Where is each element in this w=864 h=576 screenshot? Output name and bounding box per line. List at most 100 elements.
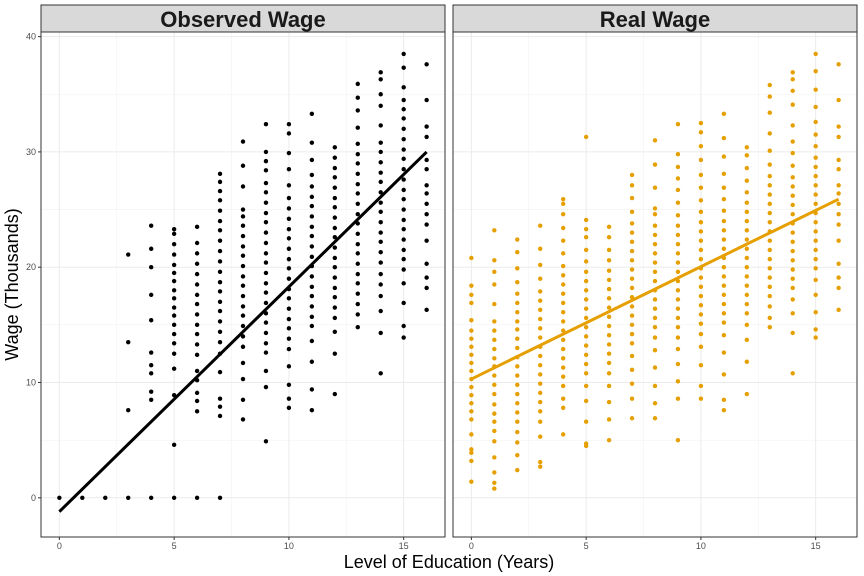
data-point bbox=[263, 368, 269, 374]
gridlines-observed bbox=[41, 32, 445, 537]
data-point bbox=[492, 373, 497, 378]
plot-border-observed bbox=[40, 31, 446, 538]
data-point bbox=[813, 277, 818, 283]
data-point bbox=[698, 321, 704, 326]
data-point bbox=[355, 251, 360, 256]
data-point bbox=[583, 334, 589, 339]
data-point bbox=[148, 371, 154, 376]
data-point bbox=[332, 185, 338, 190]
data-point bbox=[286, 206, 292, 211]
data-point bbox=[698, 172, 704, 178]
data-point bbox=[332, 175, 338, 180]
data-point bbox=[217, 396, 223, 401]
data-point bbox=[309, 214, 315, 219]
data-point bbox=[171, 366, 177, 371]
data-point bbox=[790, 77, 795, 82]
data-point bbox=[767, 256, 772, 262]
data-point bbox=[309, 233, 315, 239]
data-point bbox=[560, 196, 566, 202]
data-point bbox=[286, 296, 292, 301]
data-point bbox=[813, 266, 818, 271]
data-point bbox=[675, 379, 681, 384]
data-point bbox=[560, 291, 566, 296]
data-point bbox=[515, 391, 520, 397]
data-point bbox=[652, 278, 658, 284]
data-point bbox=[424, 134, 429, 140]
panel-title-observed-wage: Observed Wage bbox=[160, 7, 325, 32]
panel-real-wage: Real Wage 0 5 10 15 bbox=[452, 4, 858, 551]
data-point bbox=[652, 211, 658, 217]
data-point bbox=[813, 143, 818, 149]
data-point bbox=[355, 141, 360, 147]
data-point bbox=[515, 364, 520, 369]
data-point bbox=[560, 211, 566, 217]
data-point bbox=[332, 235, 338, 240]
data-point bbox=[606, 305, 612, 310]
data-point bbox=[355, 211, 360, 217]
data-point bbox=[492, 228, 497, 233]
data-point bbox=[583, 419, 589, 424]
data-point bbox=[675, 122, 681, 127]
data-point bbox=[217, 259, 223, 264]
data-point bbox=[240, 313, 246, 318]
data-point bbox=[836, 238, 841, 243]
data-point bbox=[583, 269, 589, 275]
data-point bbox=[355, 281, 360, 286]
data-point bbox=[171, 262, 177, 268]
data-point bbox=[629, 416, 635, 421]
data-point bbox=[286, 336, 292, 341]
data-point bbox=[378, 293, 383, 299]
x-ticks-real: 0 5 10 15 bbox=[469, 537, 821, 551]
data-point bbox=[583, 324, 589, 330]
data-point bbox=[240, 344, 246, 349]
data-point bbox=[469, 401, 474, 406]
data-point bbox=[515, 429, 520, 435]
data-point bbox=[790, 123, 795, 128]
data-point bbox=[813, 173, 818, 179]
data-point bbox=[194, 251, 200, 256]
data-point bbox=[629, 353, 635, 359]
data-point bbox=[675, 200, 681, 205]
data-point bbox=[515, 452, 520, 458]
data-point bbox=[698, 383, 704, 389]
data-point bbox=[148, 350, 154, 355]
data-point bbox=[263, 200, 269, 205]
data-point bbox=[698, 143, 704, 149]
data-point bbox=[836, 201, 841, 206]
data-point bbox=[240, 417, 246, 422]
x-tick-label: 5 bbox=[172, 541, 177, 551]
data-point bbox=[583, 398, 589, 404]
data-point bbox=[401, 147, 406, 152]
data-point bbox=[813, 132, 818, 137]
data-point bbox=[790, 163, 795, 168]
data-point bbox=[836, 157, 841, 163]
data-point bbox=[538, 326, 543, 331]
data-point bbox=[469, 300, 474, 306]
data-point bbox=[217, 329, 223, 334]
data-point bbox=[583, 315, 589, 321]
data-point bbox=[836, 307, 841, 313]
data-point bbox=[286, 246, 292, 251]
data-point bbox=[744, 228, 750, 233]
data-point bbox=[171, 252, 177, 257]
data-point bbox=[675, 260, 681, 265]
data-point bbox=[492, 428, 497, 434]
data-point bbox=[790, 267, 795, 272]
data-point bbox=[629, 322, 635, 328]
data-point bbox=[469, 479, 474, 484]
data-point bbox=[606, 333, 612, 338]
data-point bbox=[652, 335, 658, 340]
data-point bbox=[194, 282, 200, 287]
data-point bbox=[767, 220, 772, 225]
data-point bbox=[698, 284, 704, 290]
data-point bbox=[378, 160, 383, 165]
data-point bbox=[515, 336, 520, 341]
data-point bbox=[515, 373, 520, 378]
data-point bbox=[606, 235, 612, 240]
data-point bbox=[126, 252, 131, 257]
data-point bbox=[401, 167, 406, 172]
data-point bbox=[401, 97, 406, 103]
data-point bbox=[767, 210, 772, 216]
data-point bbox=[355, 152, 360, 157]
data-point bbox=[469, 344, 474, 349]
